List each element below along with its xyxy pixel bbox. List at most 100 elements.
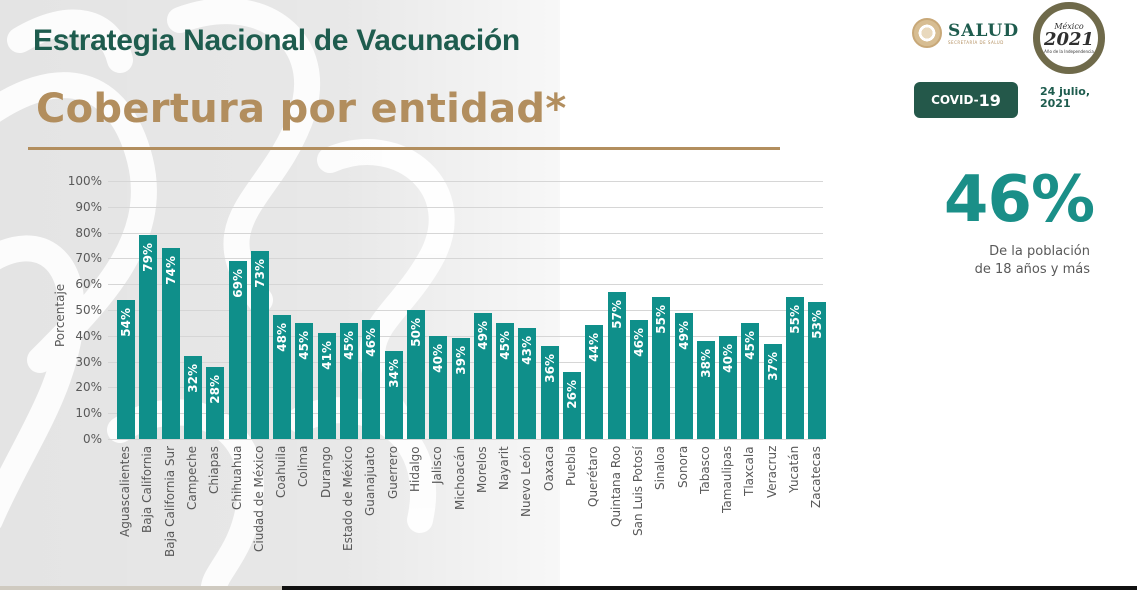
bar: 34% bbox=[384, 351, 403, 439]
x-tick-label: Guanajuato bbox=[363, 446, 378, 516]
bar-value-label: 53% bbox=[810, 310, 825, 339]
bar: 55% bbox=[652, 297, 671, 439]
title-divider bbox=[28, 147, 780, 150]
bar-value-label: 32% bbox=[185, 364, 200, 394]
gridline bbox=[108, 310, 823, 311]
bar: 57% bbox=[607, 291, 626, 439]
y-tick-label: 60% bbox=[75, 277, 102, 292]
x-tick-label: Michoacán bbox=[452, 446, 467, 511]
x-tick-label: Guerrero bbox=[385, 446, 400, 500]
bar-value-label: 49% bbox=[676, 320, 691, 350]
x-tick-label: Jalisco bbox=[430, 446, 445, 484]
bar-value-label: 54% bbox=[119, 307, 133, 337]
x-tick-label: Chiapas bbox=[207, 446, 222, 494]
bar: 44% bbox=[585, 325, 604, 439]
bar: 46% bbox=[362, 320, 381, 439]
bar-value-label: 45% bbox=[297, 330, 312, 360]
x-tick-label: Colima bbox=[296, 446, 311, 488]
bar: 41% bbox=[317, 333, 336, 439]
bar-value-label: 46% bbox=[364, 328, 379, 358]
mexico-logo-year: 2021 bbox=[1043, 28, 1095, 50]
bar-value-label: 46% bbox=[631, 328, 646, 358]
y-tick-label: 90% bbox=[75, 199, 102, 214]
x-tick-label: Aguascalientes bbox=[118, 446, 132, 537]
y-tick-label: 50% bbox=[75, 303, 102, 317]
bar-value-label: 26% bbox=[565, 379, 579, 409]
covid-badge-text: COVID- bbox=[931, 93, 979, 107]
bar: 53% bbox=[808, 302, 827, 439]
bar-value-label: 57% bbox=[609, 299, 624, 329]
y-tick-label: 70% bbox=[75, 251, 102, 266]
bar-value-label: 34% bbox=[386, 359, 401, 388]
bar: 55% bbox=[786, 297, 804, 439]
bar: 28% bbox=[206, 366, 225, 439]
y-tick-label: 100% bbox=[67, 174, 102, 188]
covid-badge: COVID- 19 bbox=[914, 82, 1018, 118]
x-tick-label: Ciudad de México bbox=[251, 446, 266, 553]
bar-value-label: 38% bbox=[698, 348, 713, 378]
x-tick-label: Tlaxcala bbox=[742, 446, 757, 496]
y-tick-label: 10% bbox=[75, 406, 102, 421]
salud-logo-subtitle: SECRETARÍA DE SALUD bbox=[948, 39, 1004, 45]
y-tick-label: 80% bbox=[75, 225, 102, 240]
bar: 79% bbox=[139, 235, 158, 439]
gridline bbox=[108, 439, 823, 440]
salud-logo: SALUD SECRETARÍA DE SALUD bbox=[912, 18, 1019, 48]
bar-value-label: 45% bbox=[743, 330, 758, 360]
x-tick-label: Yucatán bbox=[787, 446, 801, 494]
bar: 39% bbox=[451, 338, 470, 439]
national-seal-icon bbox=[912, 18, 942, 48]
x-tick-label: Tabasco bbox=[697, 446, 712, 494]
date-label: 24 julio, 2021 bbox=[1040, 85, 1091, 110]
gridline bbox=[108, 258, 823, 259]
x-tick-label: Hidalgo bbox=[407, 446, 422, 492]
y-tick-label: 20% bbox=[75, 380, 102, 395]
x-tick-label: Sinaloa bbox=[653, 446, 668, 490]
bar-value-label: 37% bbox=[765, 351, 780, 381]
x-tick-label: Campeche bbox=[184, 446, 199, 511]
x-tick-label: Morelos bbox=[474, 446, 489, 493]
bar-value-label: 74% bbox=[163, 256, 178, 285]
page-title: Estrategia Nacional de Vacunación bbox=[33, 24, 520, 57]
gridline bbox=[108, 181, 823, 182]
x-tick-label: Durango bbox=[318, 446, 333, 498]
gridline bbox=[108, 233, 823, 234]
bar-value-label: 36% bbox=[542, 354, 557, 383]
bar-value-label: 69% bbox=[230, 268, 245, 298]
gridline bbox=[108, 336, 823, 337]
bar-value-label: 40% bbox=[431, 343, 446, 373]
x-tick-label: Chihuahua bbox=[229, 446, 244, 511]
covid-badge-number: 19 bbox=[978, 90, 1001, 110]
x-tick-label: Nayarit bbox=[497, 446, 512, 490]
x-tick-label: Sonora bbox=[675, 446, 690, 489]
mexico-logo-top: México bbox=[1054, 21, 1084, 31]
bar: 36% bbox=[540, 346, 559, 439]
y-tick-label: 30% bbox=[75, 354, 102, 369]
bar: 40% bbox=[719, 335, 738, 439]
bar-value-label: 40% bbox=[721, 343, 736, 373]
bar-value-label: 45% bbox=[342, 330, 356, 360]
bottom-strip bbox=[0, 586, 1137, 590]
bar: 50% bbox=[406, 310, 425, 439]
bar: 49% bbox=[674, 312, 693, 439]
x-tick-label: Baja California Sur bbox=[162, 446, 177, 558]
bar: 54% bbox=[117, 299, 135, 439]
bar-value-label: 55% bbox=[654, 305, 669, 334]
kpi-caption-line2: de 18 años y más bbox=[974, 262, 1090, 277]
y-tick-label: 40% bbox=[75, 328, 102, 343]
x-tick-label: Veracruz bbox=[764, 446, 779, 499]
bar-value-label: 79% bbox=[141, 243, 156, 272]
bar-value-label: 48% bbox=[275, 323, 290, 352]
bar: 49% bbox=[473, 312, 492, 439]
bar: 48% bbox=[273, 315, 292, 439]
bar: 37% bbox=[763, 343, 782, 439]
x-tick-label: San Luis Potosí bbox=[630, 446, 645, 536]
bar: 73% bbox=[250, 250, 269, 439]
x-tick-label: Tamaulipas bbox=[720, 446, 735, 514]
kpi-value: 46% bbox=[943, 163, 1095, 237]
kpi-caption-line1: De la población bbox=[989, 244, 1090, 259]
x-tick-label: Coahuila bbox=[274, 446, 289, 499]
x-tick-label: Nuevo León bbox=[519, 446, 534, 518]
bar: 32% bbox=[183, 356, 202, 439]
